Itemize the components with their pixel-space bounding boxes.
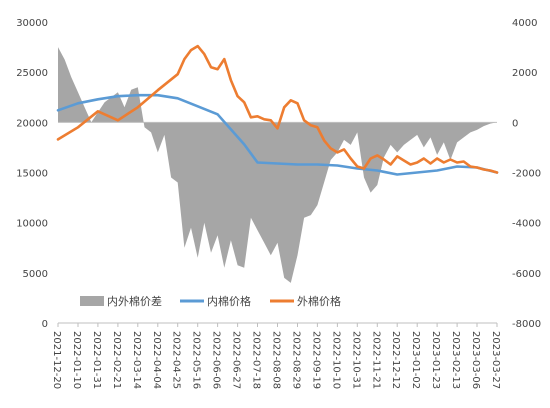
legend-swatch-spread	[80, 296, 104, 306]
series-line-domestic	[56, 93, 499, 176]
legend-label-domestic: 内棉价格	[207, 294, 251, 308]
x-axis-tick-label: 2022-06-27	[231, 331, 242, 389]
x-axis-tick-label: 2023-03-27	[490, 331, 501, 389]
x-axis-tick-label: 2022-10-10	[330, 331, 341, 389]
legend-item-spread: 内外棉价差	[80, 294, 162, 308]
x-axis-tick-label: 2022-08-08	[271, 331, 282, 389]
x-axis-tick-label: 2023-03-06	[470, 331, 481, 389]
x-axis-tick-label: 2022-06-06	[211, 331, 222, 389]
x-axis-tick-label: 2022-04-25	[171, 331, 182, 389]
right-axis-tick-label: -2000	[512, 169, 541, 180]
x-axis-tick-label: 2022-01-10	[71, 331, 82, 389]
x-axis-tick-label: 2022-07-18	[251, 331, 262, 389]
x-axis-tick-label: 2022-03-14	[131, 331, 142, 389]
right-axis-tick-label: 2000	[512, 68, 537, 79]
x-axis-tick-label: 2022-09-19	[310, 331, 321, 389]
left-axis-tick-label: 20000	[16, 118, 48, 129]
legend-item-foreign: 外棉价格	[270, 294, 341, 308]
right-axis-tick-label: -6000	[512, 269, 541, 280]
x-axis-tick-label: 2022-10-31	[350, 331, 361, 389]
x-axis-tick-label: 2023-01-02	[410, 331, 421, 389]
x-axis-tick-label: 2022-01-31	[91, 331, 102, 389]
x-axis-tick-label: 2022-08-29	[291, 331, 302, 389]
x-axis-tick-label: 2023-01-23	[430, 331, 441, 389]
right-axis-tick-label: 4000	[512, 18, 537, 29]
left-axis-tick-label: 10000	[16, 219, 48, 230]
x-axis-tick-label: 2022-04-04	[151, 331, 162, 389]
right-axis-tick-label: 0	[512, 118, 518, 129]
x-axis-tick-label: 2022-02-21	[111, 331, 122, 389]
x-axis-tick-label: 2023-02-13	[450, 331, 461, 389]
legend: 内外棉价差 内棉价格 外棉价格	[80, 294, 341, 308]
series-line-foreign	[56, 44, 499, 174]
legend-label-spread: 内外棉价差	[107, 294, 162, 308]
x-axis-ticks: 2021-12-20 2022-01-10 2022-01-31 2022-02-21…	[51, 323, 501, 389]
x-axis-tick-label: 2022-05-16	[191, 331, 202, 389]
left-axis-tick-label: 5000	[23, 269, 48, 280]
series-area-spread	[58, 47, 497, 283]
right-axis-ticks: -8000 -6000 -4000 -2000 0 2000 4000	[512, 18, 541, 330]
legend-label-foreign: 外棉价格	[297, 294, 341, 308]
left-axis-ticks: 0 5000 10000 15000 20000 25000 30000	[16, 18, 48, 330]
left-axis-tick-label: 30000	[16, 18, 48, 29]
x-axis-tick-label: 2022-11-21	[370, 331, 381, 389]
x-axis-tick-label: 2021-12-20	[51, 331, 62, 389]
left-axis-tick-label: 25000	[16, 68, 48, 79]
left-axis-tick-label: 0	[42, 319, 48, 330]
left-axis-tick-label: 15000	[16, 169, 48, 180]
price-lines-layer	[56, 44, 499, 176]
right-axis-tick-label: -8000	[512, 319, 541, 330]
right-axis-tick-label: -4000	[512, 219, 541, 230]
spread-area-layer	[58, 47, 497, 283]
x-axis-tick-label: 2022-12-12	[390, 331, 401, 389]
legend-item-domestic: 内棉价格	[180, 294, 251, 308]
